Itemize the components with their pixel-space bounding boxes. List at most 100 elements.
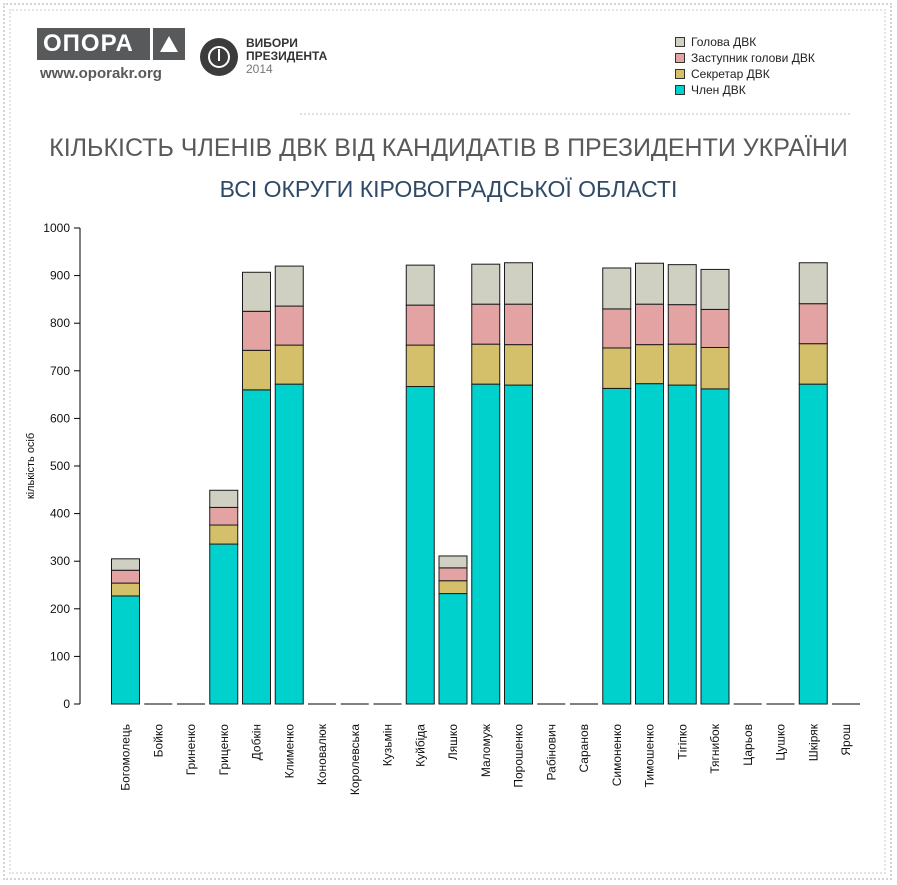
bar-16-series-1: [635, 344, 664, 385]
legend-item-chlen: Член ДВК: [675, 82, 815, 98]
bar-21-series-1: [798, 343, 828, 385]
legend-label-zastupnyk: Заступник голови ДВК: [691, 51, 815, 65]
bar-16-series-3: [635, 262, 664, 305]
x-tick-label-3: Гриценко: [217, 724, 231, 776]
x-tick-label-22: Ярош: [839, 724, 853, 756]
bar-10-series-0: [438, 593, 468, 705]
bar-0-series-2: [111, 569, 140, 584]
y-tick-label-700: 700: [50, 364, 70, 378]
bar-3-series-0: [209, 543, 239, 705]
bar-4-series-3: [242, 271, 271, 312]
x-tick-label-1: Бойко: [151, 724, 165, 758]
bar-12-series-2: [504, 303, 533, 346]
bar-0-series-0: [111, 595, 140, 705]
bar-5-series-3: [274, 265, 304, 307]
x-tick-label-21: Шкіряк: [806, 723, 820, 761]
x-tick-label-18: Тягнибок: [708, 723, 722, 773]
x-tick-label-0: Богомолець: [119, 724, 133, 791]
site-url: www.oporakr.org: [40, 65, 162, 82]
bar-11-series-3: [471, 263, 501, 305]
x-tick-label-20: Цушко: [774, 724, 788, 761]
legend-swatch-chlen: [675, 85, 685, 95]
x-tick-label-2: Гриненко: [184, 724, 198, 776]
legend-swatch-sekretar: [675, 69, 685, 79]
y-tick-label-600: 600: [50, 411, 70, 425]
bar-5-series-1: [274, 344, 304, 385]
bar-9-series-3: [405, 264, 435, 306]
legend-label-holova: Голова ДВК: [691, 35, 757, 49]
chart-title: КІЛЬКІСТЬ ЧЛЕНІВ ДВК ВІД КАНДИДАТІВ В ПР…: [49, 134, 848, 162]
bar-15-series-3: [602, 267, 632, 310]
legend-swatch-holova: [675, 37, 685, 47]
bar-15-series-2: [602, 308, 632, 349]
legend-item-zastupnyk: Заступник голови ДВК: [675, 50, 815, 66]
bar-21-series-0: [798, 383, 828, 705]
legend-label-chlen: Член ДВК: [691, 83, 746, 97]
bar-0-series-1: [111, 582, 140, 597]
x-tick-label-8: Кузьмін: [381, 724, 395, 766]
opora-triangle-icon: [153, 28, 185, 60]
y-tick-label-100: 100: [50, 649, 70, 663]
inner-dotted-frame: [9, 9, 886, 874]
bar-17-series-0: [667, 384, 697, 705]
bar-17-series-2: [667, 304, 697, 345]
badge-line-2: ПРЕЗИДЕНТА: [246, 49, 328, 63]
bar-5-series-0: [274, 383, 304, 705]
legend-label-sekretar: Секретар ДВК: [691, 67, 770, 81]
x-tick-label-9: Куйбіда: [413, 724, 427, 767]
bar-10-series-1: [438, 580, 468, 595]
header-separator: [300, 113, 850, 115]
chart-legend: Голова ДВК Заступник голови ДВК Секретар…: [675, 34, 815, 98]
x-tick-label-13: Рабінович: [544, 724, 558, 780]
bar-11-series-0: [471, 383, 501, 705]
legend-swatch-zastupnyk: [675, 53, 685, 63]
bar-21-series-3: [798, 262, 828, 305]
power-button-icon: [200, 37, 238, 76]
y-tick-label-300: 300: [50, 554, 70, 568]
bar-18-series-1: [700, 346, 730, 390]
x-tick-label-14: Саранов: [577, 724, 591, 773]
x-tick-label-15: Симоненко: [610, 724, 624, 787]
bar-11-series-1: [471, 343, 501, 385]
badge-line-1: ВИБОРИ: [246, 36, 298, 50]
bar-11-series-2: [471, 303, 501, 345]
x-tick-label-4: Добкін: [250, 724, 264, 760]
bar-3-series-3: [209, 489, 239, 508]
bar-9-series-1: [405, 344, 435, 388]
bar-9-series-2: [405, 304, 435, 346]
x-tick-label-19: Царьов: [741, 724, 755, 766]
y-tick-label-800: 800: [50, 316, 70, 330]
bar-16-series-2: [635, 303, 664, 346]
bar-18-series-3: [700, 268, 730, 310]
bar-10-series-3: [438, 555, 468, 569]
y-tick-label-500: 500: [50, 459, 70, 473]
election-badge: ВИБОРИ ПРЕЗИДЕНТА 2014: [200, 37, 327, 76]
legend-item-sekretar: Секретар ДВК: [675, 66, 815, 82]
bar-4-series-2: [242, 310, 271, 351]
bar-4-series-1: [242, 349, 271, 391]
x-tick-label-7: Королевська: [348, 724, 362, 795]
x-tick-label-6: Коновалюк: [315, 723, 329, 785]
bar-10-series-2: [438, 567, 468, 582]
badge-year: 2014: [246, 62, 273, 76]
bar-12-series-3: [504, 262, 533, 305]
bar-5-series-2: [274, 305, 304, 346]
y-tick-label-0: 0: [63, 697, 70, 711]
bar-17-series-3: [667, 264, 697, 306]
bar-15-series-0: [602, 387, 632, 705]
bar-18-series-2: [700, 308, 730, 348]
bar-12-series-0: [504, 384, 533, 705]
x-tick-label-11: Маломуж: [479, 724, 493, 777]
x-tick-label-12: Порошенко: [512, 724, 526, 788]
bar-3-series-2: [209, 506, 239, 526]
chart-subtitle: ВСІ ОКРУГИ КІРОВОГРАДСЬКОЇ ОБЛАСТІ: [219, 176, 678, 202]
bar-9-series-0: [405, 386, 435, 705]
y-tick-label-200: 200: [50, 602, 70, 616]
bar-15-series-1: [602, 347, 632, 389]
x-tick-label-10: Ляшко: [446, 724, 460, 760]
y-axis-label: кількість осіб: [25, 433, 37, 499]
x-tick-label-16: Тимошенко: [643, 724, 657, 788]
y-tick-label-1000: 1000: [43, 221, 70, 235]
outer-dotted-frame: [3, 3, 892, 880]
